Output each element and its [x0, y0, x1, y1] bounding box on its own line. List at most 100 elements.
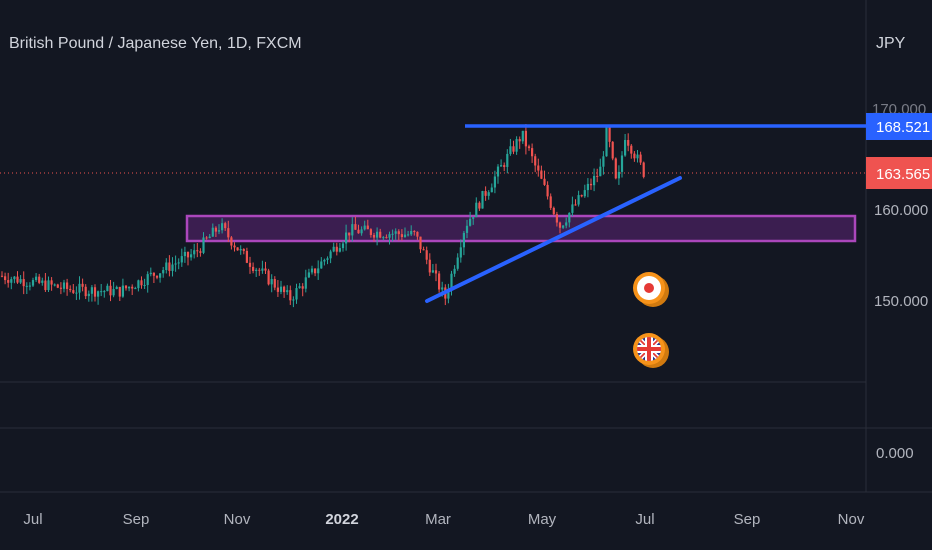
candle-body [301, 286, 304, 289]
candle-body [407, 234, 410, 236]
candle-body [190, 254, 193, 258]
candle-body [422, 249, 425, 251]
candlestick-series [0, 124, 645, 308]
candle-body [35, 276, 38, 281]
candle-body [159, 273, 162, 278]
candle-body [326, 258, 329, 260]
candle-body [518, 139, 521, 142]
candle-body [22, 279, 25, 287]
candle-body [372, 234, 376, 238]
candle-body [469, 218, 472, 226]
candle-body [524, 130, 527, 147]
candle-body [7, 280, 10, 283]
candle-body [642, 162, 645, 177]
candle-body [174, 263, 177, 265]
candle-body [267, 270, 270, 285]
candle-body [478, 202, 481, 209]
candle-body [546, 184, 549, 197]
candle-body [459, 247, 462, 258]
candle-body [540, 170, 543, 179]
candle-body [357, 229, 360, 234]
candle-body [193, 250, 196, 255]
resistance-price-value: 168.521 [876, 119, 930, 136]
candle-body [177, 262, 180, 264]
candle-body [69, 288, 72, 291]
candle-body [28, 285, 31, 287]
candle-body [152, 272, 155, 276]
candle-body [332, 246, 335, 252]
candle-body [90, 287, 93, 294]
candle-body [397, 231, 400, 235]
candle-body [385, 237, 388, 239]
candle-body [289, 290, 292, 301]
candle-body [416, 231, 419, 237]
resistance-price-tag[interactable]: 168.521 [866, 113, 932, 140]
candle-body [450, 273, 453, 291]
candle-body [245, 250, 248, 263]
candle-body [611, 141, 614, 159]
candle-body [363, 225, 366, 230]
candle-body [56, 284, 59, 288]
candle-body [118, 286, 121, 297]
rising-trendline[interactable] [425, 176, 682, 303]
candle-body [314, 268, 317, 274]
candle-body [38, 276, 41, 283]
candle-body [236, 247, 239, 251]
candle-body [59, 287, 62, 289]
candle-body [481, 191, 484, 209]
candle-body [602, 156, 605, 167]
candle-body [75, 292, 78, 294]
candle-body [348, 232, 351, 236]
candle-body [137, 280, 140, 289]
candle-body [224, 223, 227, 229]
candle-body [97, 291, 100, 297]
candle-body [639, 154, 642, 163]
candle-body [279, 286, 283, 292]
candle-body [465, 225, 469, 233]
candle-body [614, 158, 617, 179]
uk-flag-icon[interactable] [633, 333, 669, 368]
last-price-tag[interactable]: 163.565 [866, 157, 932, 189]
candle-body [633, 153, 636, 159]
candle-body [100, 291, 103, 293]
candle-body [434, 270, 438, 274]
candle-body [25, 285, 28, 287]
candle-body [447, 290, 450, 299]
candle-body [248, 262, 252, 267]
candle-body [320, 261, 323, 269]
candle-body [537, 165, 540, 171]
candle-body [214, 227, 217, 232]
time-axis-label: Nov [224, 511, 251, 528]
candle-body [143, 285, 146, 287]
candle-body [496, 166, 500, 177]
candle-body [171, 264, 174, 271]
candle-body [124, 285, 128, 289]
candle-body [527, 146, 531, 149]
time-axis-label-year: 2022 [325, 511, 358, 528]
candle-body [186, 251, 190, 258]
candle-body [503, 165, 506, 167]
candle-body [208, 236, 211, 239]
candle-body [258, 269, 261, 271]
candle-body [608, 126, 611, 142]
candle-body [558, 222, 562, 228]
candle-body [134, 288, 137, 290]
price-axis-label: 0.000 [876, 445, 914, 462]
candle-body [441, 287, 444, 290]
candle-body [211, 227, 214, 237]
japan-flag-icon[interactable] [633, 272, 669, 307]
candle-body [493, 176, 496, 188]
candle-body [605, 126, 608, 157]
candle-body [131, 286, 134, 289]
candle-body [44, 280, 47, 291]
candle-body [425, 250, 428, 260]
candle-body [484, 191, 487, 196]
candle-body [106, 285, 109, 292]
candle-body [115, 286, 118, 290]
support-zone[interactable] [185, 214, 857, 243]
candle-body [165, 262, 168, 271]
candle-body [146, 274, 149, 286]
candle-body [487, 192, 490, 196]
candle-body [128, 286, 131, 289]
